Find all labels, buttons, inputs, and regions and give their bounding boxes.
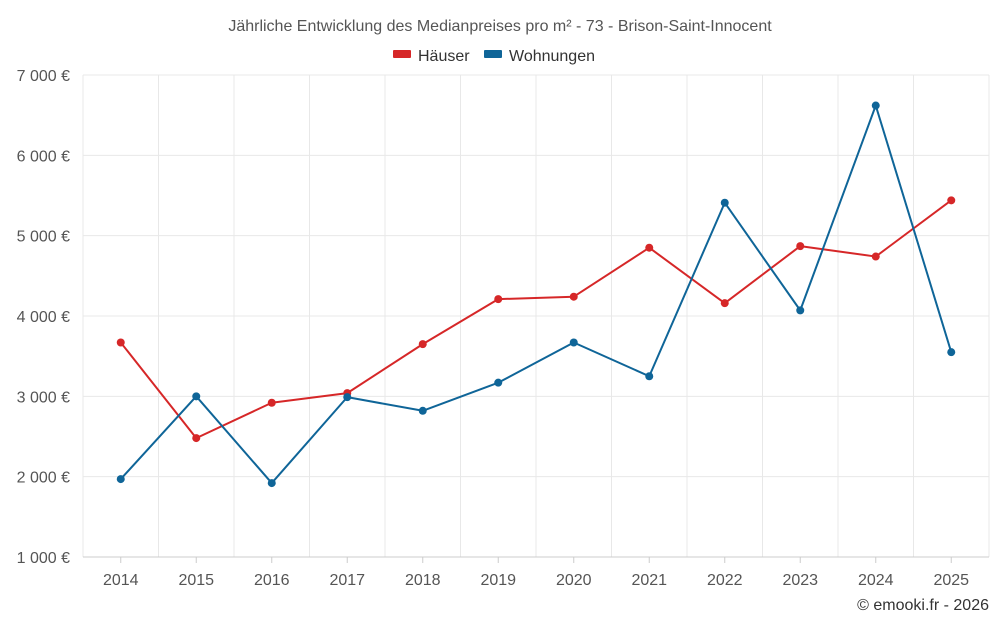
series-line	[120, 104, 953, 485]
chart-title: Jährliche Entwicklung des Medianpreises …	[228, 18, 772, 35]
series-line	[119, 199, 952, 440]
x-tick-label: 2019	[480, 572, 516, 589]
series-wohnungen	[116, 101, 956, 488]
gridlines	[82, 74, 990, 557]
x-tick-label: 2017	[329, 572, 365, 589]
data-point[interactable]	[418, 406, 427, 415]
data-point[interactable]	[720, 299, 729, 308]
data-point[interactable]	[796, 242, 805, 251]
y-tick-label: 3 000 €	[17, 389, 70, 406]
legend-label-haeuser: Häuser	[418, 48, 470, 65]
legend-item-haeuser[interactable]: Häuser	[393, 48, 470, 65]
data-point[interactable]	[645, 372, 654, 381]
x-tick-label: 2020	[556, 572, 592, 589]
data-point[interactable]	[418, 340, 427, 349]
legend-label-wohnungen: Wohnungen	[509, 48, 595, 65]
data-point[interactable]	[192, 392, 201, 401]
x-tick-label: 2021	[631, 572, 667, 589]
data-point[interactable]	[871, 101, 880, 110]
data-point[interactable]	[494, 378, 503, 387]
x-tick-label: 2024	[858, 572, 894, 589]
data-point[interactable]	[267, 398, 276, 407]
x-tick-label: 2016	[254, 572, 290, 589]
x-axis-ticks: 2014 2015 2016 2017 2018 2019 2020 2021 2022 2023…	[103, 572, 969, 589]
data-point[interactable]	[720, 198, 729, 207]
x-tick-label: 2014	[103, 572, 139, 589]
data-point[interactable]	[796, 306, 805, 315]
data-point[interactable]	[569, 338, 578, 347]
legend-swatch-haeuser	[393, 50, 411, 58]
y-tick-label: 6 000 €	[17, 148, 70, 165]
legend-swatch-wohnungen	[484, 50, 502, 58]
credit-text: © emooki.fr - 2026	[857, 597, 989, 614]
x-tick-label: 2025	[933, 572, 969, 589]
y-axis-ticks: 1 000 € 2 000 € 3 000 € 4 000 € 5 000 € 6 000…	[17, 68, 70, 567]
data-point[interactable]	[871, 252, 880, 261]
data-point[interactable]	[343, 393, 352, 402]
y-tick-label: 4 000 €	[17, 309, 70, 326]
legend: Häuser Wohnungen	[393, 48, 595, 65]
data-point[interactable]	[192, 434, 201, 443]
data-point[interactable]	[947, 348, 956, 357]
data-point[interactable]	[267, 479, 276, 488]
series	[116, 101, 956, 488]
x-tick-label: 2018	[405, 572, 441, 589]
y-tick-label: 1 000 €	[17, 550, 70, 567]
legend-item-wohnungen[interactable]: Wohnungen	[484, 48, 595, 65]
data-point[interactable]	[116, 338, 125, 347]
data-point[interactable]	[116, 475, 125, 484]
axes	[83, 556, 989, 563]
data-point[interactable]	[947, 196, 956, 205]
x-tick-label: 2015	[178, 572, 214, 589]
y-tick-label: 5 000 €	[17, 229, 70, 246]
x-tick-label: 2023	[782, 572, 818, 589]
y-tick-label: 7 000 €	[17, 68, 70, 85]
data-point[interactable]	[645, 243, 654, 252]
y-tick-label: 2 000 €	[17, 470, 70, 487]
data-point[interactable]	[494, 295, 503, 304]
series-haeuser	[116, 196, 956, 443]
data-point[interactable]	[569, 292, 578, 301]
x-tick-label: 2022	[707, 572, 743, 589]
